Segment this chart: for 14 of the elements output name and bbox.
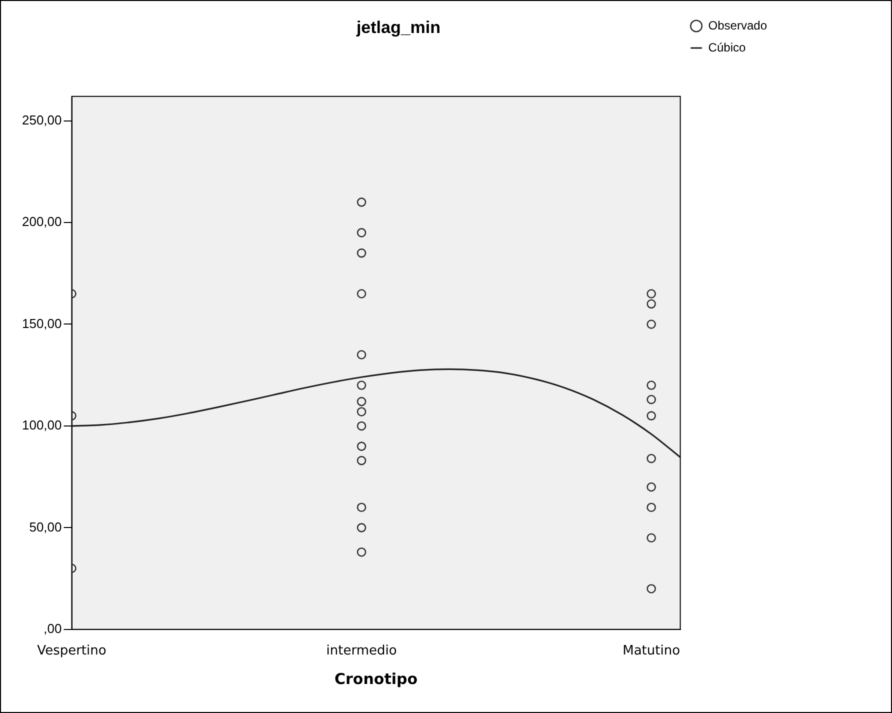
x-tick-label: Matutino [622,644,680,659]
y-tick-label: 250,00 [22,112,62,128]
x-tick-label: intermedio [326,644,397,659]
x-axis-title: Cronotipo [334,670,418,688]
y-tick-label: 150,00 [22,316,62,331]
x-tick-label: Vespertino [37,644,106,659]
legend-label: Cúbico [708,40,746,54]
y-tick-label: ,00 [44,620,62,636]
line-series [72,368,680,458]
y-tick-label: 100,00 [22,418,62,433]
legend-label: Observado [708,18,768,32]
chart-title: jetlag_min [355,18,441,37]
y-tick-label: 50,00 [29,519,62,534]
y-tick-label: 200,00 [22,214,62,230]
